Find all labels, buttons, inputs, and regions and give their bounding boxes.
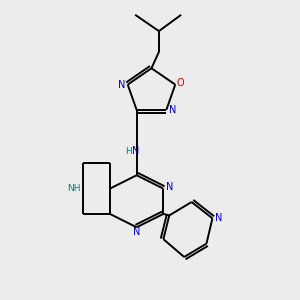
- Text: O: O: [176, 78, 184, 88]
- Text: N: N: [166, 182, 174, 193]
- Text: N: N: [169, 106, 176, 116]
- Text: N: N: [132, 146, 140, 157]
- Text: N: N: [133, 227, 140, 237]
- Text: NH: NH: [68, 184, 81, 193]
- Text: N: N: [118, 80, 125, 90]
- Text: H: H: [125, 147, 132, 156]
- Text: N: N: [215, 213, 223, 224]
